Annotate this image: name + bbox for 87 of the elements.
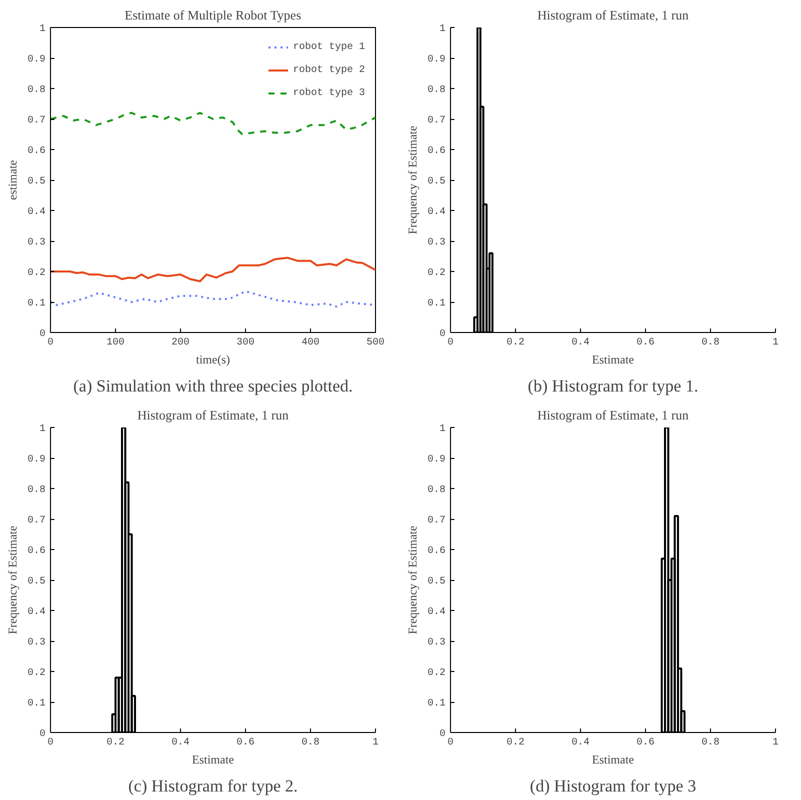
x-tick-label: 0 [448, 338, 454, 348]
y-tick-label: 0.1 [27, 298, 46, 310]
legend-label: robot type 1 [292, 42, 365, 52]
y-tick-label: 0.8 [427, 485, 446, 496]
x-tick-label: 0 [448, 738, 454, 748]
x-tick-label: 0.8 [302, 738, 320, 748]
x-tick-label: 0 [48, 338, 54, 348]
y-axis-title: Frequency of Estimate [5, 526, 20, 634]
x-tick-label: 0.4 [572, 738, 590, 748]
x-axis-title: time(s) [196, 352, 230, 366]
x-tick-label: 1 [772, 338, 779, 348]
y-tick-label: 0.3 [427, 638, 446, 648]
text: (d) Histogram for type 3 [530, 776, 696, 796]
y-tick-label: 0.5 [427, 176, 446, 188]
y-tick-label: 0.2 [27, 268, 46, 279]
y-tick-label: 0.6 [427, 146, 446, 157]
y-tick-label: 0.3 [27, 238, 46, 248]
y-tick-label: 0.9 [27, 54, 46, 66]
y-tick-label: 0.1 [27, 698, 46, 710]
y-tick-label: 1 [40, 424, 46, 435]
x-tick-label: 0.2 [506, 738, 525, 748]
x-tick-label: 500 [366, 338, 385, 348]
y-tick-label: 0.4 [427, 607, 446, 618]
y-tick-label: 0.9 [27, 454, 46, 466]
x-tick-label: 0.4 [572, 338, 590, 348]
legend-label: robot type 3 [292, 88, 365, 98]
text: (a) Simulation with three species plotted. [73, 376, 353, 396]
y-tick-label: 0.6 [427, 546, 446, 557]
x-tick-label: 0.2 [106, 738, 125, 748]
x-tick-label: 1 [372, 738, 379, 748]
y-tick-label: 1 [40, 24, 46, 35]
y-tick-label: 0.1 [427, 698, 446, 710]
y-axis-title: estimate [5, 160, 20, 200]
x-tick-label: 1 [772, 738, 779, 748]
y-tick-label: 0 [40, 729, 46, 740]
x-tick-label: 0.8 [702, 738, 720, 748]
y-tick-label: 0.8 [427, 85, 446, 96]
y-tick-label: 0.4 [427, 207, 446, 218]
chart-title: Histogram of Estimate, 1 run [137, 408, 290, 422]
x-axis-title: Estimate [192, 752, 234, 766]
x-tick-label: 0.2 [506, 338, 525, 348]
y-tick-label: 0 [440, 729, 446, 740]
x-tick-label: 0 [48, 738, 54, 748]
y-tick-label: 0.2 [427, 668, 446, 679]
y-tick-label: 0.4 [27, 207, 46, 218]
chart-title: Histogram of Estimate, 1 run [537, 408, 690, 422]
y-tick-label: 0 [40, 329, 46, 340]
y-axis-title: Frequency of Estimate [405, 526, 420, 634]
legend-label: robot type 2 [292, 64, 365, 76]
y-tick-label: 0.7 [27, 516, 46, 526]
y-tick-label: 0.5 [27, 176, 46, 188]
y-tick-label: 0.8 [27, 85, 46, 96]
y-tick-label: 0.7 [27, 116, 46, 126]
y-tick-label: 0.5 [427, 576, 446, 588]
chart-title: Estimate of Multiple Robot Types [124, 8, 302, 22]
y-tick-label: 0.6 [27, 546, 46, 557]
x-tick-label: 0.6 [636, 338, 655, 348]
y-tick-label: 0.1 [427, 298, 446, 310]
y-tick-label: 0.3 [427, 238, 446, 248]
y-tick-label: 0.9 [427, 54, 446, 66]
x-axis-title: Estimate [592, 352, 634, 366]
y-axis-title: Frequency of Estimate [405, 126, 420, 234]
x-tick-label: 0.8 [702, 338, 720, 348]
y-tick-label: 1 [440, 24, 446, 35]
text: (c) Histogram for type 2. [128, 776, 298, 796]
x-tick-label: 400 [302, 338, 320, 348]
x-tick-label: 0.6 [236, 738, 255, 748]
y-tick-label: 0.3 [27, 638, 46, 648]
y-tick-label: 0.7 [427, 516, 446, 526]
y-tick-label: 0.2 [427, 268, 446, 279]
x-tick-label: 300 [236, 338, 255, 348]
x-tick-label: 100 [106, 338, 125, 348]
y-tick-label: 0.4 [27, 607, 46, 618]
x-axis-title: Estimate [592, 752, 634, 766]
x-tick-label: 0.6 [636, 738, 655, 748]
y-tick-label: 0 [440, 329, 446, 340]
x-tick-label: 200 [172, 338, 190, 348]
y-tick-label: 1 [440, 424, 446, 435]
chart-title: Histogram of Estimate, 1 run [537, 8, 690, 22]
y-tick-label: 0.7 [427, 116, 446, 126]
y-tick-label: 0.8 [27, 485, 46, 496]
text: (b) Histogram for type 1. [528, 376, 698, 396]
y-tick-label: 0.6 [27, 146, 46, 157]
y-tick-label: 0.9 [427, 454, 446, 466]
y-tick-label: 0.5 [27, 576, 46, 588]
x-tick-label: 0.4 [172, 738, 190, 748]
y-tick-label: 0.2 [27, 668, 46, 679]
